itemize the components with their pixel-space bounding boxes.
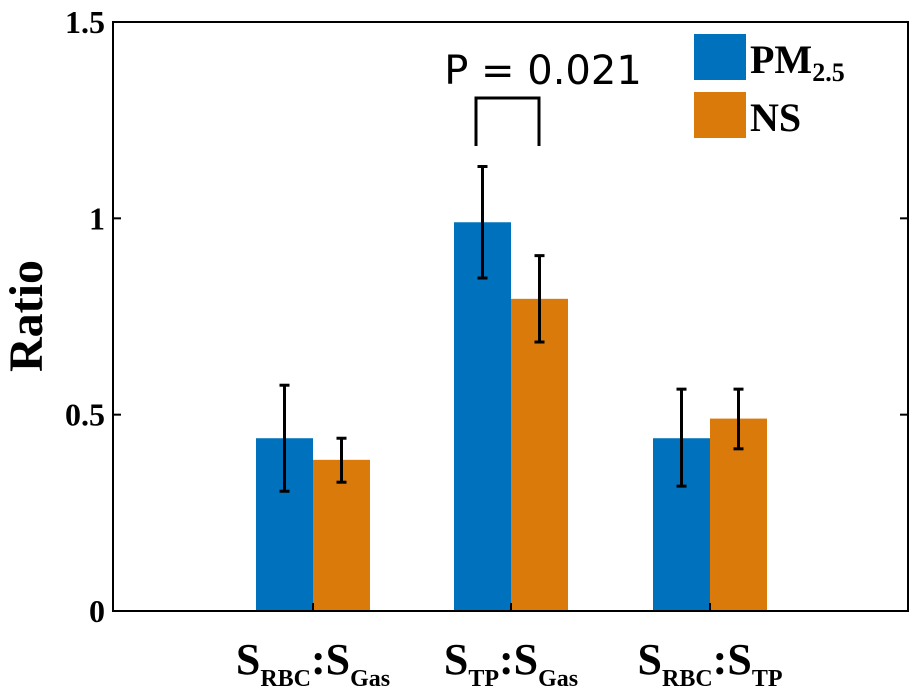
x-tick-label-part: S bbox=[326, 635, 350, 684]
legend: PM2.5 NS bbox=[694, 34, 845, 140]
y-tick-label: 1.5 bbox=[65, 4, 105, 40]
x-tick-label-part: : bbox=[311, 635, 326, 684]
bar-pm2-5-1 bbox=[454, 222, 511, 611]
axes bbox=[112, 21, 909, 612]
x-tick-label-part: RBC bbox=[260, 666, 311, 686]
legend-swatch-1 bbox=[694, 92, 746, 138]
x-tick-label-part: RBC bbox=[662, 666, 713, 686]
error-bars-layer bbox=[279, 165, 744, 493]
p-value-label: P = 0.021 bbox=[444, 48, 642, 94]
x-tick-label-part: S bbox=[236, 635, 260, 684]
y-tick-label: 1 bbox=[89, 200, 105, 236]
y-tick-labels: 0 0.5 1 1.5 bbox=[65, 4, 105, 629]
x-tick-label-part: Gas bbox=[538, 666, 578, 686]
y-tick-label: 0 bbox=[89, 593, 105, 629]
x-tick-label: SRBC:STP bbox=[638, 635, 783, 686]
legend-label-sub: 2.5 bbox=[812, 58, 845, 87]
x-tick-label-part: TP bbox=[468, 666, 499, 686]
significance-annotation: P = 0.021 bbox=[444, 48, 642, 146]
x-tick-label-part: S bbox=[514, 635, 538, 684]
x-tick-label: STP:SGas bbox=[444, 635, 578, 686]
bar-ns-2 bbox=[710, 418, 767, 611]
x-tick-label: SRBC:SGas bbox=[236, 635, 390, 686]
bar-ns-0 bbox=[313, 459, 370, 611]
bars-layer bbox=[256, 222, 767, 611]
legend-label-main: PM bbox=[750, 37, 812, 82]
significance-bracket bbox=[474, 96, 541, 146]
x-tick-labels: SRBC:SGas STP:SGas SRBC:STP bbox=[236, 635, 783, 686]
x-tick-label-part: : bbox=[713, 635, 728, 684]
x-tick-label-part: TP bbox=[752, 666, 783, 686]
x-tick-label-part: : bbox=[499, 635, 514, 684]
bar-ns-1 bbox=[511, 298, 568, 611]
legend-label-1: NS bbox=[750, 95, 801, 140]
legend-label-main: NS bbox=[750, 95, 801, 140]
x-tick-label-part: S bbox=[727, 635, 751, 684]
legend-label-0: PM2.5 bbox=[750, 37, 845, 87]
y-tick-label: 0.5 bbox=[65, 397, 105, 433]
x-tick-label-part: S bbox=[638, 635, 662, 684]
y-axis-label: Ratio bbox=[0, 260, 53, 372]
x-tick-label-part: S bbox=[444, 635, 468, 684]
legend-swatch-0 bbox=[694, 34, 746, 80]
x-tick-label-part: Gas bbox=[350, 666, 390, 686]
